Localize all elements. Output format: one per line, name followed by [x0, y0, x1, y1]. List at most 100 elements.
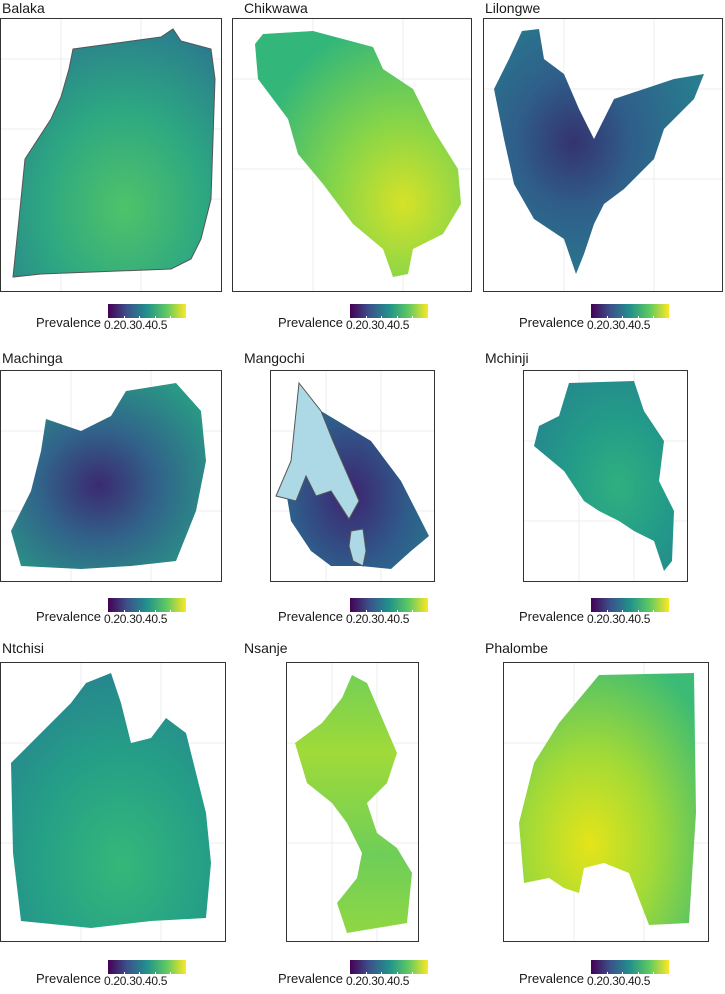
legend-label: Prevalence [36, 971, 102, 986]
map-phalombe [503, 662, 709, 942]
colorbar-tick [365, 316, 367, 320]
colorbar-tick [606, 972, 608, 976]
legend-colorbar [591, 598, 669, 614]
legend-colorbar [350, 304, 428, 320]
legend: Prevalence 0.20.30.40.5 [519, 596, 719, 632]
legend: Prevalence 0.20.30.40.5 [36, 596, 236, 632]
colorbar-tick [139, 610, 141, 614]
colorbar-tick [653, 316, 655, 320]
colorbar-tick [637, 972, 639, 976]
map-mchinji [523, 370, 688, 582]
colorbar-tick [653, 610, 655, 614]
colorbar-tick [381, 610, 383, 614]
colorbar-tick [653, 972, 655, 976]
map-balaka [0, 18, 222, 292]
panel-lilongwe: Lilongwe Prevalence 0.20.30.40.5 [483, 0, 725, 332]
panel-title: Nsanje [244, 640, 288, 656]
legend: Prevalence 0.20.30.40.5 [278, 958, 478, 994]
legend-ticks: 0.20.30.40.5 [346, 318, 410, 332]
panel-mchinji: Mchinji Prevalence 0.20.30.40.5 [483, 350, 725, 680]
panel-title: Phalombe [485, 640, 549, 656]
colorbar-tick [139, 972, 141, 976]
colorbar-tick [154, 316, 156, 320]
colorbar-tick [637, 610, 639, 614]
panel-mangochi: Mangochi Prevalence 0.20.30.40.5 [242, 350, 484, 680]
legend-ticks: 0.20.30.40.5 [346, 974, 410, 988]
panel-ntchisi: Ntchisi Prevalence 0.20.30.40.5 [0, 640, 242, 988]
map-nsanje [286, 662, 419, 942]
legend-colorbar [591, 960, 669, 976]
panel-title: Machinga [2, 350, 63, 366]
panel-nsanje: Nsanje Prevalence 0.20.30.40.5 [242, 640, 484, 988]
colorbar-tick [412, 972, 414, 976]
colorbar-tick [606, 610, 608, 614]
colorbar-tick [123, 972, 125, 976]
colorbar-tick [622, 972, 624, 976]
legend: Prevalence 0.20.30.40.5 [36, 958, 236, 994]
panel-title: Balaka [2, 0, 45, 16]
panel-title: Mangochi [244, 350, 305, 366]
colorbar-tick [365, 972, 367, 976]
map-lilongwe [483, 18, 723, 292]
legend: Prevalence 0.20.30.40.5 [278, 302, 478, 338]
colorbar-tick [622, 610, 624, 614]
colorbar-tick [365, 610, 367, 614]
panel-title: Lilongwe [485, 0, 541, 16]
legend: Prevalence 0.20.30.40.5 [519, 958, 719, 994]
legend-ticks: 0.20.30.40.5 [587, 974, 651, 988]
legend-label: Prevalence [519, 609, 585, 624]
colorbar-tick [154, 610, 156, 614]
colorbar-tick [396, 972, 398, 976]
colorbar-tick [412, 316, 414, 320]
map-ntchisi [0, 662, 226, 942]
legend-label: Prevalence [519, 971, 585, 986]
panel-chikwawa: Chikwawa Prevalence 0.20.30.40.5 [232, 0, 484, 332]
map-chikwawa [232, 18, 472, 292]
legend-colorbar [108, 598, 186, 614]
panel-phalombe: Phalombe Prevalence 0.20.30.40.5 [483, 640, 725, 988]
legend-ticks: 0.20.30.40.5 [104, 974, 168, 988]
colorbar-tick [606, 316, 608, 320]
legend-ticks: 0.20.30.40.5 [104, 612, 168, 626]
panel-title: Ntchisi [2, 640, 45, 656]
legend-label: Prevalence [36, 609, 102, 624]
colorbar-tick [123, 316, 125, 320]
legend-ticks: 0.20.30.40.5 [587, 318, 651, 332]
colorbar-tick [622, 316, 624, 320]
colorbar-tick [396, 610, 398, 614]
legend-colorbar [108, 960, 186, 976]
legend-ticks: 0.20.30.40.5 [587, 612, 651, 626]
legend: Prevalence 0.20.30.40.5 [36, 302, 236, 338]
map-mangochi [270, 370, 435, 582]
legend-colorbar [591, 304, 669, 320]
panel-title: Mchinji [485, 350, 529, 366]
colorbar-tick [381, 316, 383, 320]
colorbar-tick [170, 972, 172, 976]
legend-colorbar [350, 960, 428, 976]
legend-label: Prevalence [36, 315, 102, 330]
colorbar-tick [154, 972, 156, 976]
legend: Prevalence 0.20.30.40.5 [278, 596, 478, 632]
panel-title: Chikwawa [244, 0, 308, 16]
map-machinga [0, 370, 222, 582]
colorbar-tick [396, 316, 398, 320]
colorbar-tick [412, 610, 414, 614]
panel-balaka: Balaka Prevalence 0.20.30.40.5 [0, 0, 242, 332]
colorbar-tick [170, 610, 172, 614]
colorbar-tick [381, 972, 383, 976]
legend-label: Prevalence [278, 971, 344, 986]
legend: Prevalence 0.20.30.40.5 [519, 302, 719, 338]
legend-ticks: 0.20.30.40.5 [104, 318, 168, 332]
legend-colorbar [108, 304, 186, 320]
lake-malawi [275, 381, 360, 520]
colorbar-tick [637, 316, 639, 320]
colorbar-tick [123, 610, 125, 614]
colorbar-tick [170, 316, 172, 320]
legend-label: Prevalence [519, 315, 585, 330]
colorbar-tick [139, 316, 141, 320]
legend-colorbar [350, 598, 428, 614]
legend-label: Prevalence [278, 315, 344, 330]
legend-label: Prevalence [278, 609, 344, 624]
panel-machinga: Machinga Prevalence 0.20.30.40.5 [0, 350, 242, 680]
legend-ticks: 0.20.30.40.5 [346, 612, 410, 626]
